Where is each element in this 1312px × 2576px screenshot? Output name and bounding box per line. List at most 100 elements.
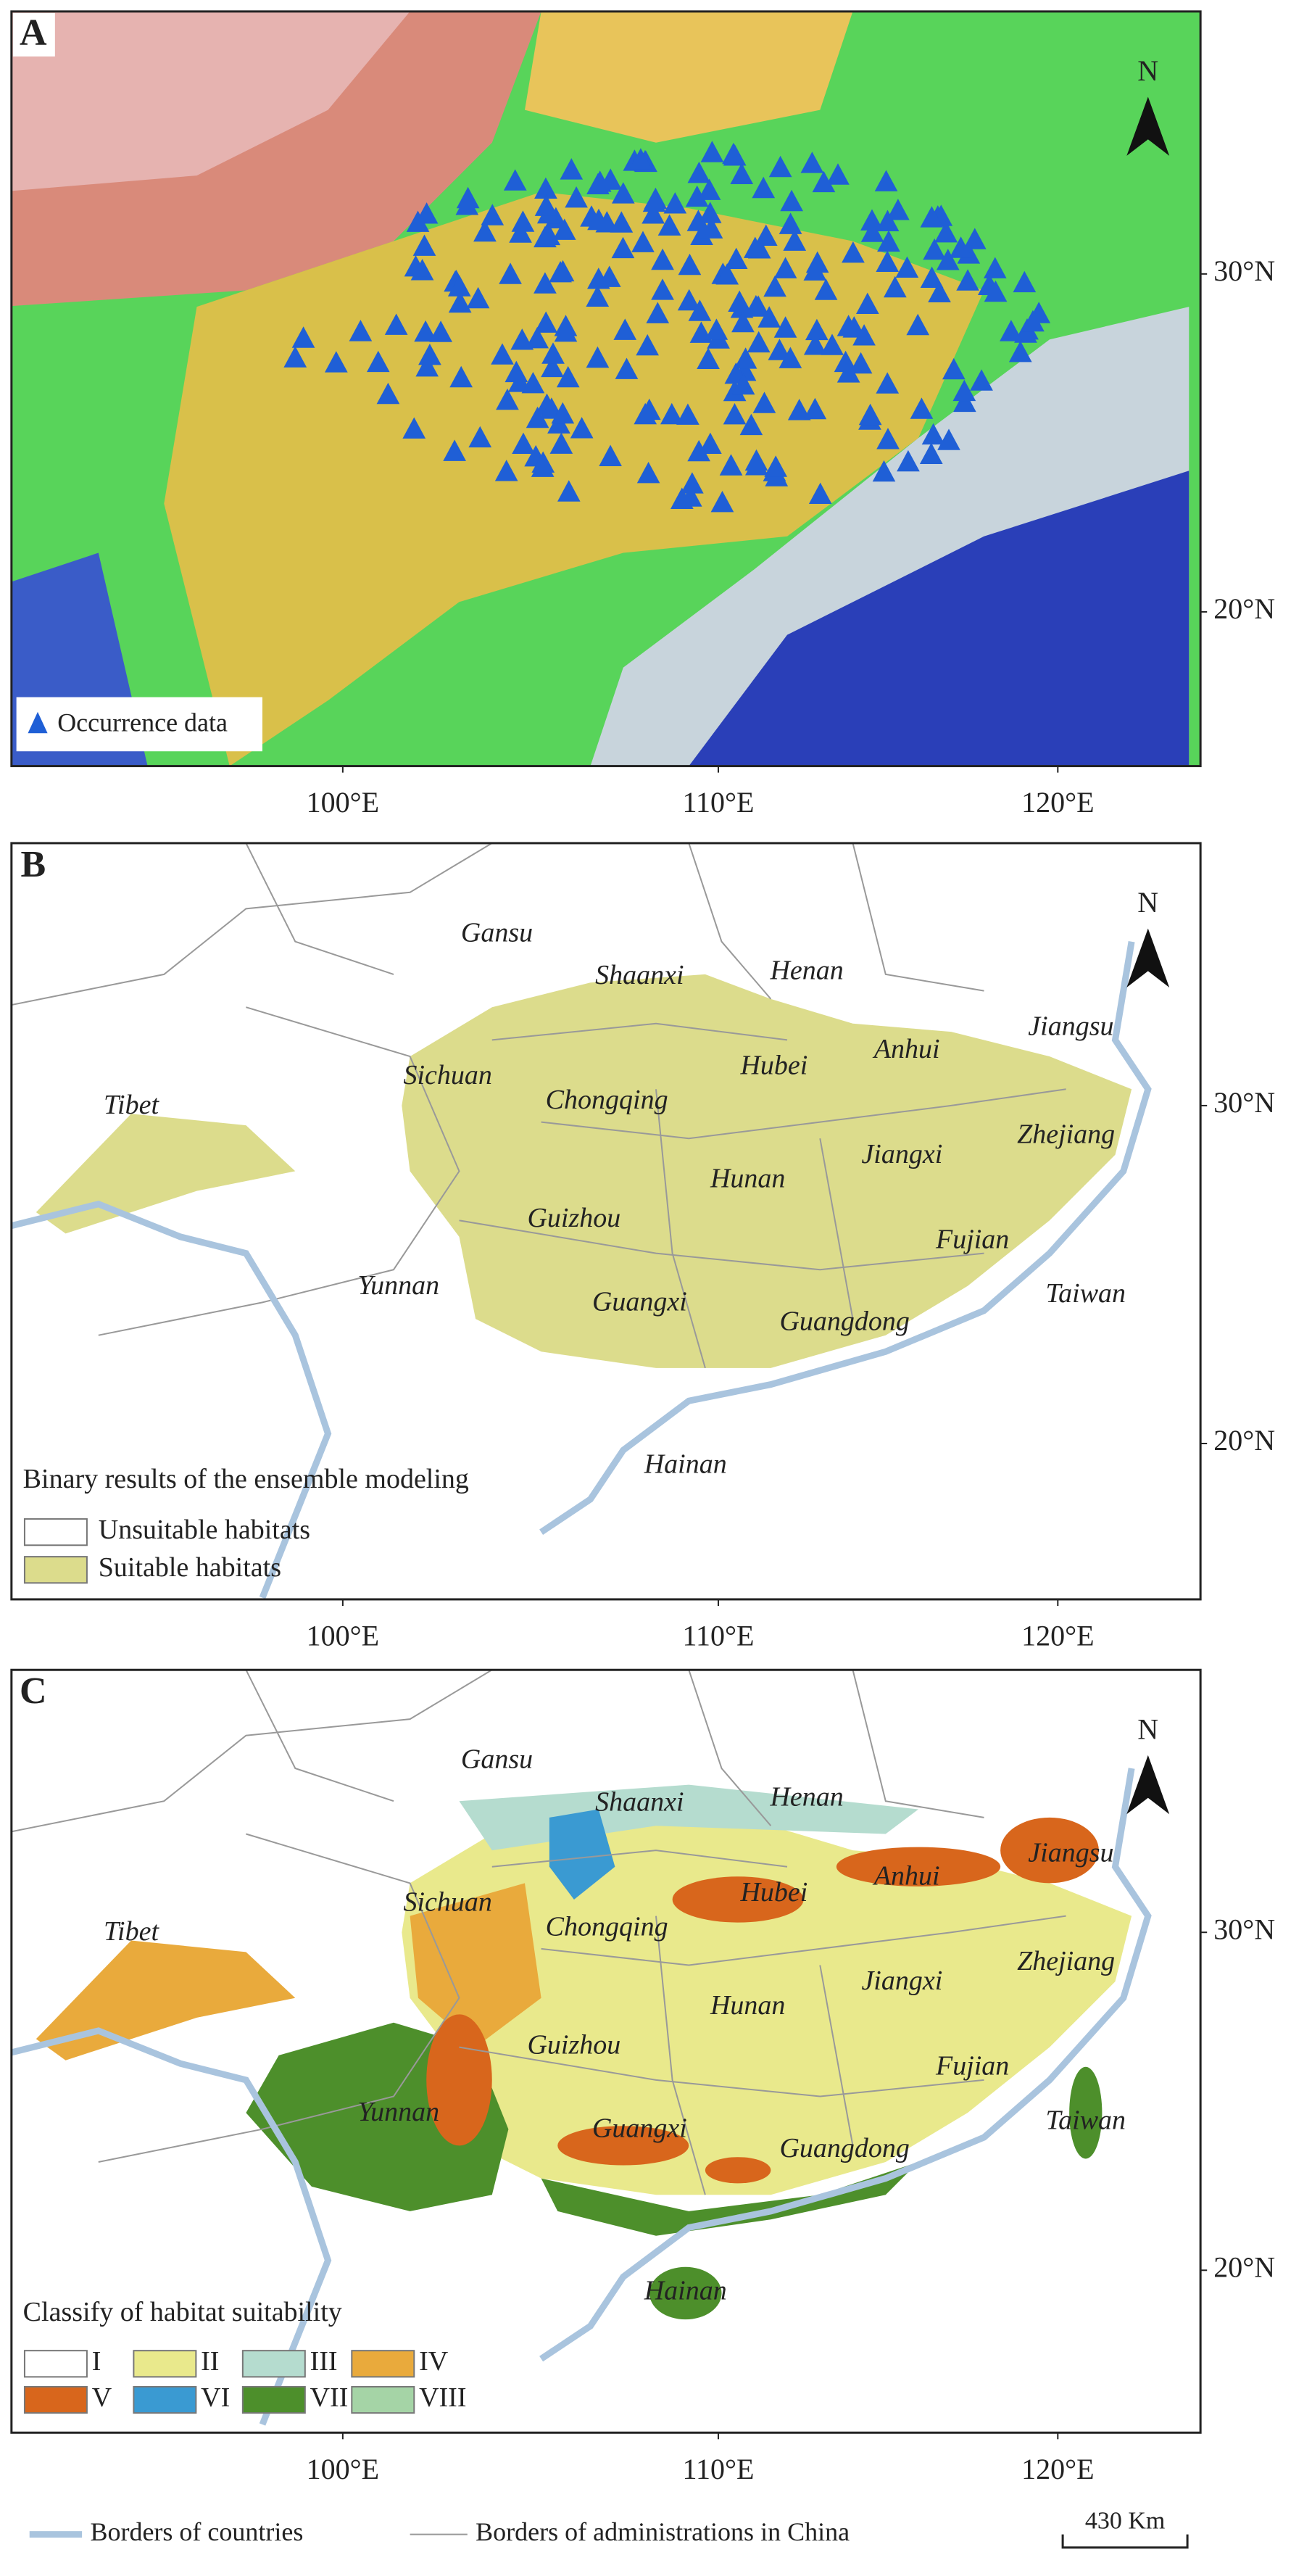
occurrence-marker [677, 289, 701, 311]
occurrence-marker [534, 194, 558, 216]
occurrence-marker [920, 266, 944, 288]
province-label: Henan [769, 1782, 843, 1813]
province-label: Gansu [461, 1744, 533, 1775]
province-label: Tibet [104, 1090, 159, 1120]
occurrence-marker [511, 210, 535, 232]
y-tick-label: 20°N [1213, 592, 1275, 625]
legend-box [16, 697, 262, 752]
occurrence-marker [676, 403, 699, 425]
province-label: Guizhou [527, 1203, 620, 1233]
north-label: N [1137, 886, 1158, 919]
province-label: Taiwan [1045, 1278, 1126, 1309]
zone-v [1000, 1817, 1099, 1884]
occurrence-marker [805, 251, 829, 273]
occurrence-marker [687, 439, 710, 462]
occurrence-marker [325, 351, 348, 373]
occurrence-marker [800, 152, 824, 173]
y-tick-label: 20°N [1213, 2250, 1275, 2283]
occurrence-marker [629, 148, 652, 170]
occurrence-marker [942, 357, 966, 380]
admin-border [688, 842, 772, 1000]
occurrence-marker [541, 342, 565, 364]
occurrence-marker [611, 236, 635, 259]
admin-border [459, 1219, 984, 1271]
occurrence-marker [384, 313, 408, 335]
legend-label: Occurrence data [57, 708, 228, 737]
occurrence-marker [836, 361, 860, 383]
occurrence-marker [610, 211, 634, 233]
province-label: Sichuan [403, 1887, 491, 1917]
occurrence-marker [876, 250, 899, 272]
occurrence-marker [897, 450, 920, 472]
legend-swatch [133, 2350, 197, 2378]
occurrence-marker [509, 221, 532, 243]
occurrence-marker [877, 230, 900, 252]
occurrence-marker [551, 260, 575, 282]
province-label: Anhui [872, 1034, 940, 1064]
x-tick-label: 100°E [307, 786, 379, 819]
occurrence-marker [449, 365, 473, 388]
occurrence-marker [836, 315, 860, 336]
province-label: Hainan [644, 2276, 727, 2306]
map [11, 11, 1201, 766]
occurrence-marker [615, 357, 639, 379]
occurrence-marker [780, 189, 803, 212]
y-tick-label: 30°N [1213, 1086, 1275, 1119]
occurrence-marker [688, 299, 712, 321]
legend-swatch [23, 1556, 88, 1584]
occurrence-marker [1008, 341, 1032, 363]
occurrence-marker [481, 204, 505, 225]
occurrence-marker [496, 388, 519, 410]
occurrence-marker [455, 194, 479, 215]
legend-title: Binary results of the ensemble modeling [23, 1464, 469, 1494]
province-label: Chongqing [546, 1911, 668, 1942]
legend-marker [28, 711, 48, 734]
occurrence-marker [586, 346, 610, 368]
province-label: Guangxi [592, 2113, 687, 2144]
occurrence-marker [744, 236, 767, 258]
occurrence-marker [443, 439, 466, 461]
zone-v [426, 2014, 492, 2146]
footer-label: Borders of administrations in China [476, 2517, 850, 2546]
occurrence-marker [937, 428, 960, 450]
occurrence-marker [752, 392, 776, 413]
admin-border [541, 1915, 1066, 1966]
occurrence-marker [466, 286, 490, 309]
occurrence-marker [764, 455, 787, 477]
occurrence-marker [808, 482, 832, 504]
occurrence-marker [349, 320, 373, 341]
occurrence-marker [698, 202, 722, 223]
occurrence-marker [367, 350, 390, 373]
occurrence-marker [700, 141, 724, 162]
province-label: Taiwan [1045, 2105, 1126, 2135]
province-label: Fujian [935, 2051, 1009, 2082]
occurrence-marker [560, 158, 584, 180]
north-arrow [1126, 1755, 1170, 1815]
occurrence-marker [376, 382, 400, 405]
admin-border [98, 1006, 460, 1336]
panel-frame [10, 842, 1202, 1601]
province-label: Guangdong [779, 1306, 909, 1337]
occurrence-marker [636, 334, 659, 356]
admin-border [819, 1138, 854, 1320]
occurrence-marker [663, 192, 687, 214]
occurrence-marker [699, 217, 723, 239]
occurrence-marker [697, 347, 720, 369]
occurrence-marker [533, 225, 557, 248]
legend-swatch [23, 2350, 88, 2378]
occurrence-marker [921, 423, 945, 445]
occurrence-marker [291, 326, 315, 348]
admin-border [541, 1088, 1066, 1140]
occurrence-marker [728, 290, 751, 312]
occurrence-marker [541, 355, 564, 378]
admin-border [11, 842, 493, 1006]
occurrence-marker [872, 460, 896, 482]
panel-label: A [20, 12, 47, 54]
province-label: Gansu [461, 917, 533, 948]
occurrence-marker [512, 432, 535, 454]
map [11, 842, 1201, 1599]
province-label: Zhejiang [1017, 1946, 1115, 1976]
occurrence-marker [685, 185, 709, 207]
occurrence-marker [984, 257, 1007, 278]
country-border [11, 2027, 332, 2426]
